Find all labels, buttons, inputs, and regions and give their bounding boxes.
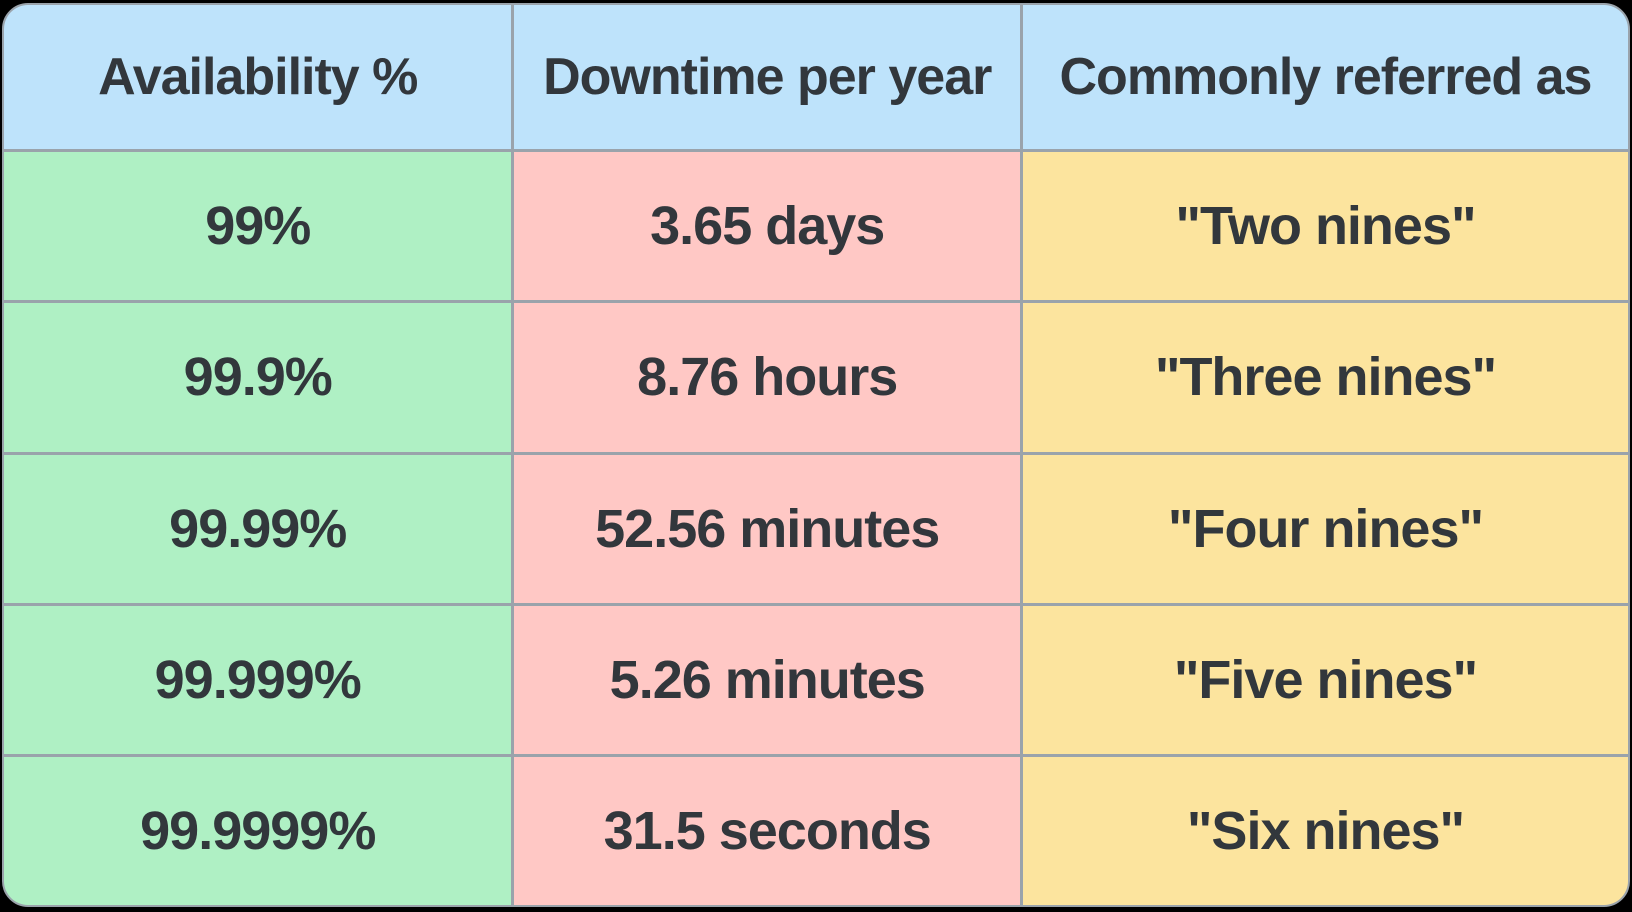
header-cell-referred-as: Commonly referred as xyxy=(1022,5,1628,150)
cell-referred-as-row4: "Five nines" xyxy=(1022,605,1628,754)
cell-downtime-row5: 31.5 seconds xyxy=(514,756,1020,905)
cell-availability-row2: 99.9% xyxy=(4,303,512,452)
cell-availability-row3: 99.99% xyxy=(4,454,512,603)
cell-downtime-row2: 8.76 hours xyxy=(514,303,1020,452)
cell-availability-row1: 99% xyxy=(4,152,512,301)
cell-downtime-row1: 3.65 days xyxy=(514,152,1020,301)
cell-referred-as-row5: "Six nines" xyxy=(1022,756,1628,905)
cell-availability-row4: 99.999% xyxy=(4,605,512,754)
availability-table: Availability % Downtime per year Commonl… xyxy=(2,3,1630,907)
cell-downtime-row4: 5.26 minutes xyxy=(514,605,1020,754)
cell-downtime-row3: 52.56 minutes xyxy=(514,454,1020,603)
cell-availability-row5: 99.9999% xyxy=(4,756,512,905)
cell-referred-as-row2: "Three nines" xyxy=(1022,303,1628,452)
header-cell-downtime: Downtime per year xyxy=(514,5,1020,150)
cell-referred-as-row3: "Four nines" xyxy=(1022,454,1628,603)
header-cell-availability: Availability % xyxy=(4,5,512,150)
cell-referred-as-row1: "Two nines" xyxy=(1022,152,1628,301)
